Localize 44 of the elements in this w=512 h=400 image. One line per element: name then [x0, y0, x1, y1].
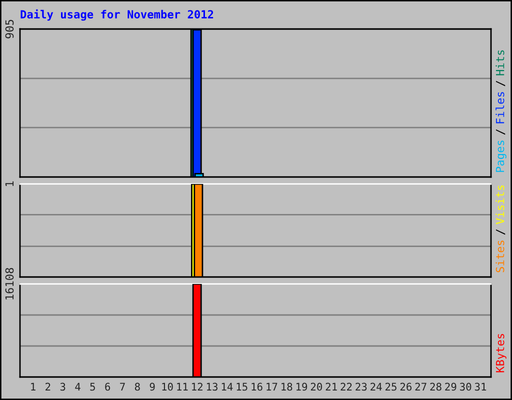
x-tick-label: 1	[31, 382, 36, 391]
x-tick-label: 30	[460, 382, 472, 391]
text: /	[496, 229, 506, 235]
x-tick-label: 28	[430, 382, 442, 391]
text: Sites	[496, 240, 504, 272]
x-tick-label: 13	[206, 382, 218, 391]
x-tick-label: 21	[326, 382, 337, 391]
x-tick-label: 29	[445, 382, 456, 391]
x-tick-label: 10	[162, 382, 173, 391]
text: /	[496, 129, 506, 135]
x-tick-label: 2	[46, 382, 50, 391]
text: /	[496, 80, 506, 86]
x-tick-label: 9	[150, 382, 155, 391]
x-tick-label: 27	[415, 382, 426, 391]
x-tick-label: 23	[356, 382, 367, 391]
x-tick-label: 22	[340, 382, 352, 391]
x-tick-label: 12	[192, 382, 202, 391]
x-tick-label: 31	[474, 382, 486, 391]
x-tick-label: 24	[370, 382, 382, 391]
text: Visits	[496, 185, 504, 224]
x-tick-label: 19	[296, 382, 308, 391]
x-tick-label: 16	[252, 382, 262, 391]
x-tick-label: 26	[400, 382, 412, 391]
x-tick-label: 25	[386, 382, 396, 391]
x-tick-label: 6	[105, 382, 110, 391]
x-tick-label: 14	[222, 382, 233, 391]
x-tick-label: 8	[134, 382, 140, 391]
y-tick-label: 16108	[5, 268, 14, 300]
x-tick-label: 7	[120, 382, 125, 391]
y-tick-label: 905	[5, 20, 14, 38]
x-tick-label: 3	[60, 382, 66, 391]
y-tick-label: 1	[5, 181, 14, 186]
x-tick-label: 20	[310, 382, 322, 391]
text: Pages	[496, 140, 506, 172]
x-tick-label: 5	[90, 382, 95, 391]
x-tick-label: 17	[266, 382, 278, 391]
text: Hits	[496, 50, 504, 76]
text: Files	[496, 92, 504, 124]
x-tick-label: 4	[75, 382, 80, 391]
x-tick-label: 18	[282, 382, 292, 391]
chart-title: Daily usage for November 2012	[20, 9, 214, 21]
text: KBytes	[496, 334, 506, 372]
x-tick-label: 15	[236, 382, 248, 391]
x-tick-label: 11	[177, 382, 188, 391]
